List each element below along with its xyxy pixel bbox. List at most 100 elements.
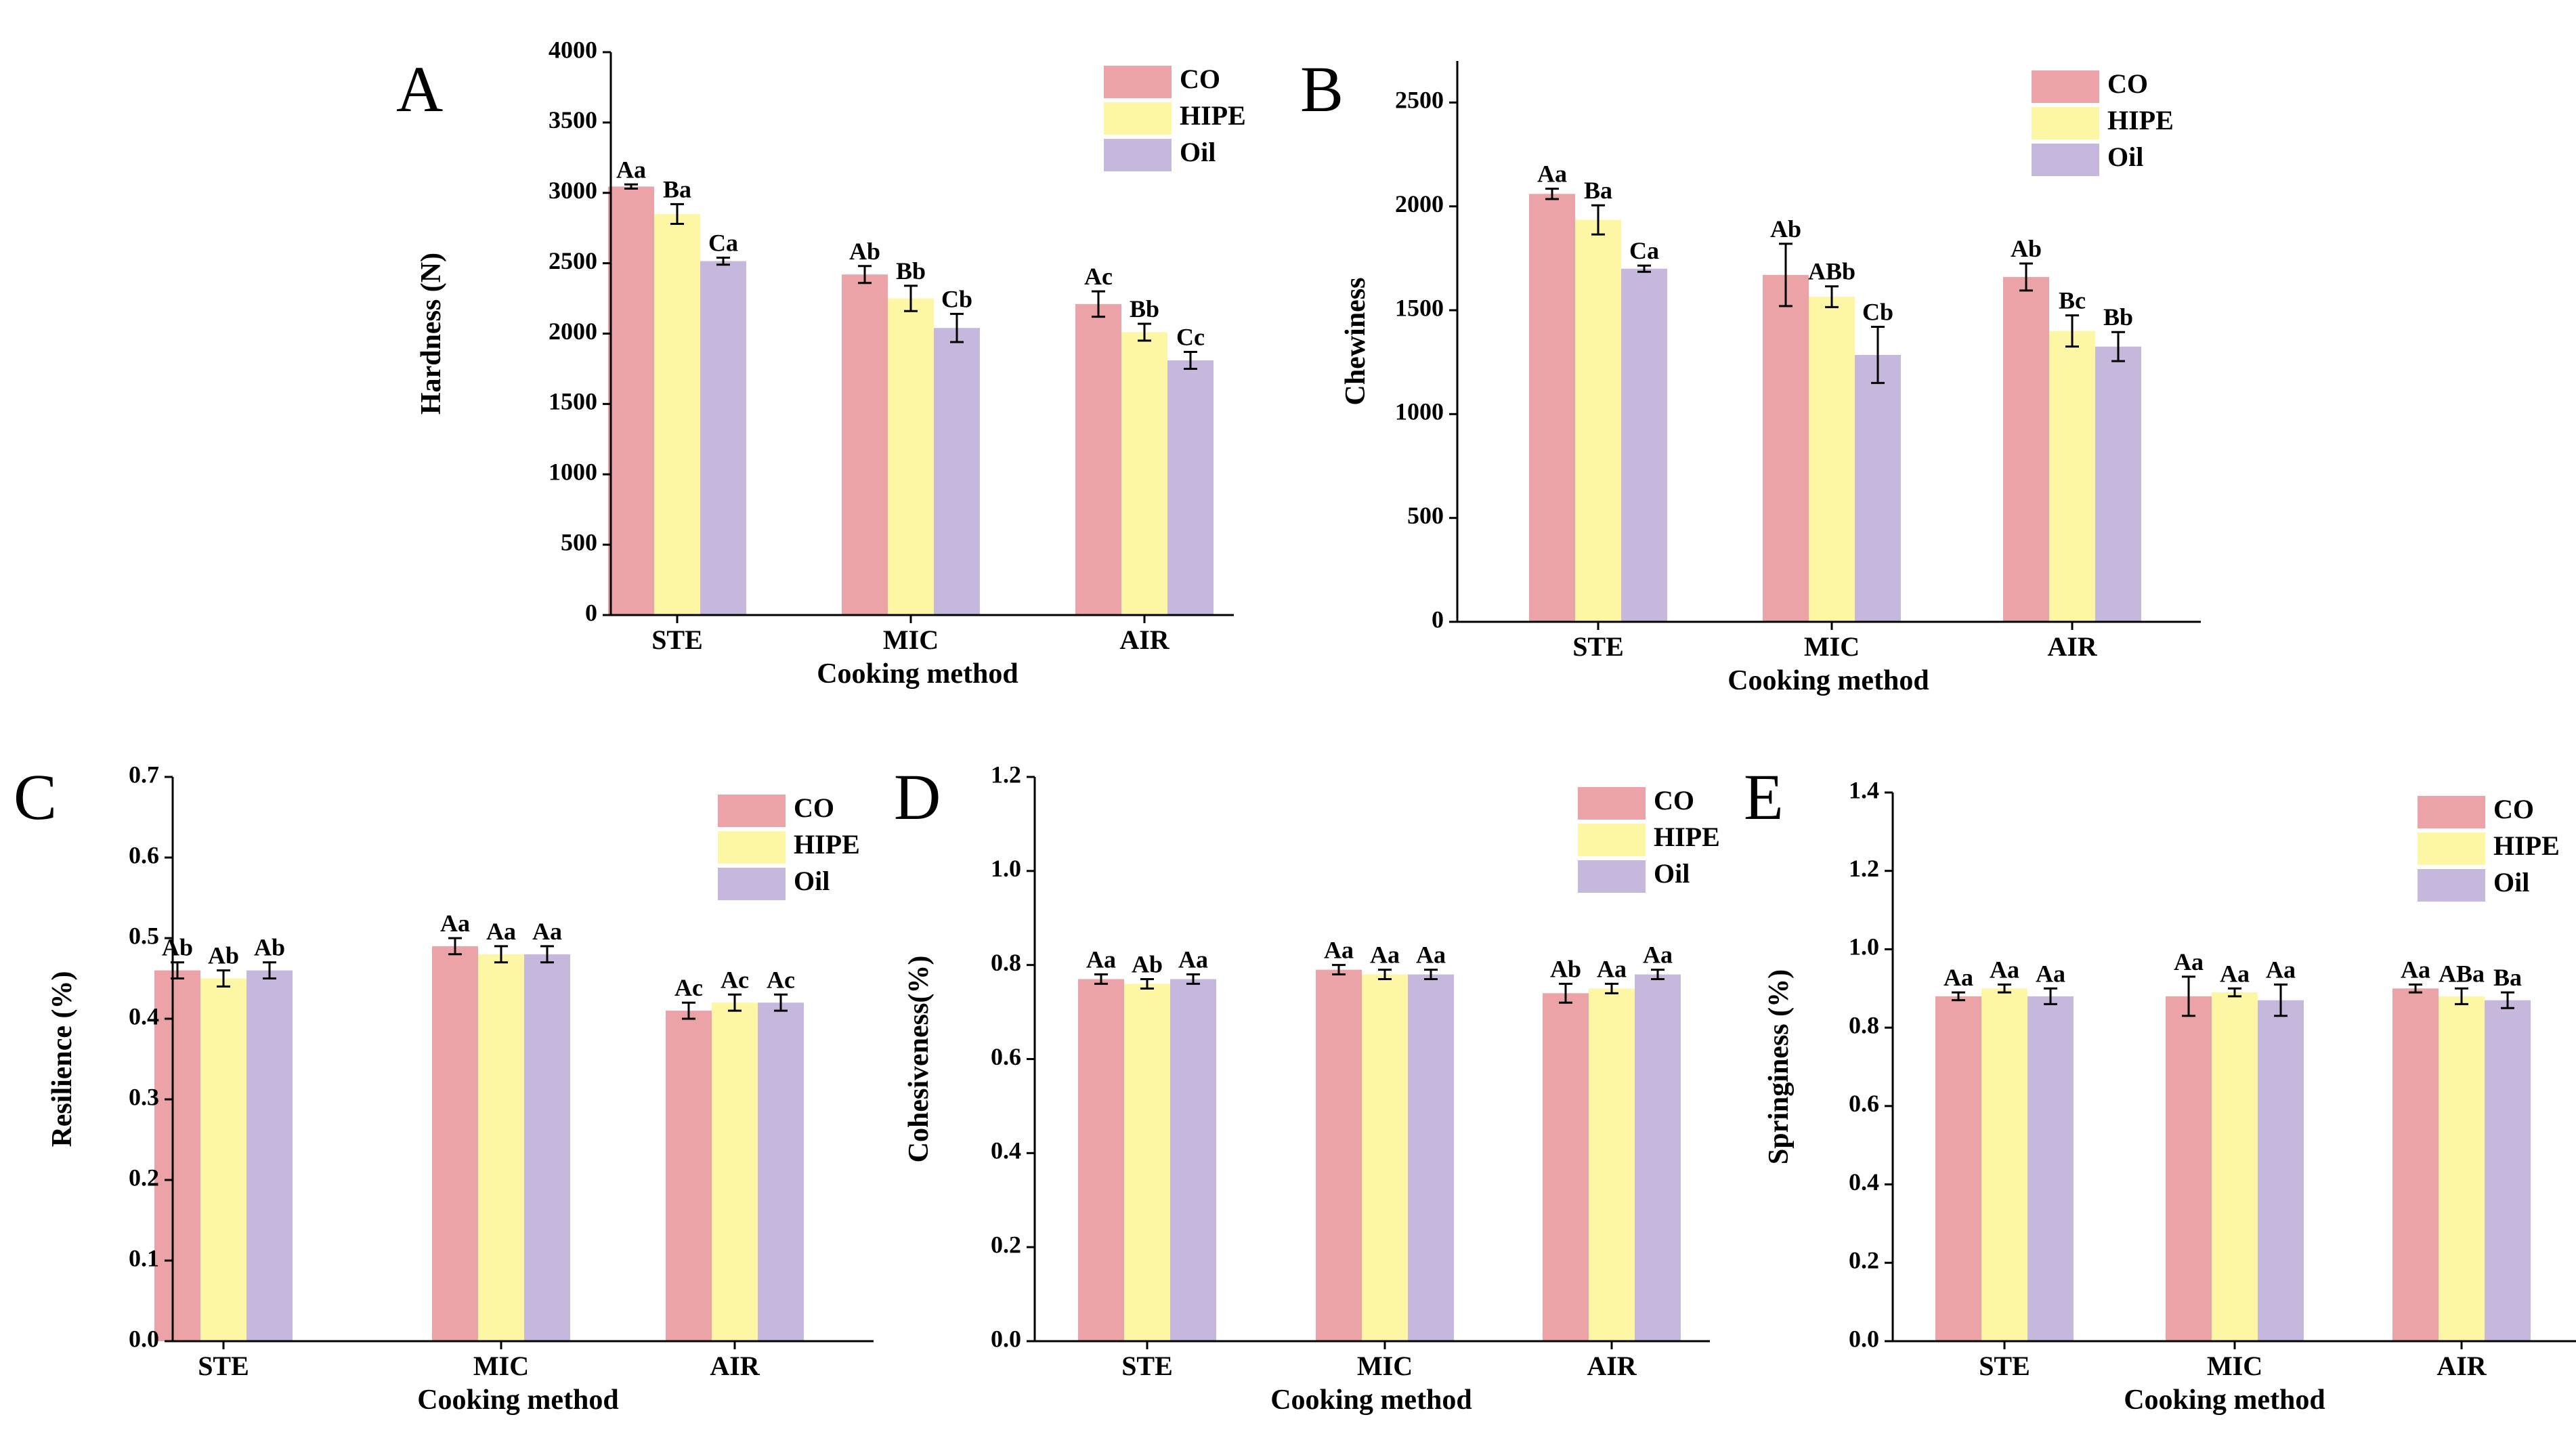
bar	[1543, 993, 1589, 1341]
bar	[1075, 303, 1121, 615]
y-tick-label: 0.5	[129, 922, 159, 949]
legend-swatch	[1578, 787, 1646, 820]
bar	[1855, 354, 1901, 622]
significance-label: Cb	[941, 285, 972, 312]
bar	[1529, 194, 1575, 622]
bar	[2212, 992, 2258, 1341]
y-tick-label: 0	[585, 599, 597, 626]
x-axis-title: Cooking method	[2124, 1385, 2325, 1416]
legend-swatch	[2032, 70, 2099, 103]
bar	[608, 186, 654, 615]
significance-label: Ab	[208, 942, 239, 969]
significance-label: Aa	[2036, 960, 2065, 987]
significance-label: Cc	[1176, 324, 1205, 351]
x-axis-title: Cooking method	[1727, 665, 1929, 696]
significance-label: Aa	[532, 918, 562, 945]
y-tick-label: 0.0	[991, 1325, 1021, 1352]
significance-label: ABa	[2439, 960, 2485, 987]
significance-label: Ac	[767, 966, 795, 993]
y-tick-label: 0.4	[991, 1137, 1021, 1164]
bar	[1935, 996, 1981, 1341]
legend-label: HIPE	[794, 829, 860, 860]
y-tick-label: 0.0	[129, 1325, 159, 1352]
y-tick-label: 2000	[1395, 190, 1444, 217]
x-tick-label: STE	[1572, 631, 1624, 662]
legend-label: HIPE	[2493, 830, 2560, 861]
significance-label: Aa	[1537, 161, 1567, 188]
x-axis-title: Cooking method	[1270, 1385, 1472, 1416]
y-axis-title: Chewiness	[1340, 277, 1371, 405]
bar	[888, 298, 934, 615]
x-tick-label: MIC	[1357, 1351, 1413, 1381]
significance-label: Ac	[1084, 263, 1113, 290]
bar	[2439, 996, 2485, 1341]
legend-label: CO	[2107, 68, 2148, 99]
y-tick-label: 1000	[549, 459, 597, 486]
x-axis-title: Cooking method	[817, 658, 1018, 690]
legend-label: HIPE	[1180, 100, 1246, 131]
y-tick-label: 0.2	[129, 1164, 159, 1191]
significance-label: Ba	[2493, 964, 2522, 991]
bar	[2095, 346, 2141, 622]
significance-label: Aa	[440, 910, 470, 937]
y-tick-label: 0.4	[129, 1002, 159, 1030]
legend-label: HIPE	[2107, 105, 2174, 135]
significance-label: Bb	[1130, 295, 1159, 322]
y-tick-label: 0.8	[1849, 1011, 1879, 1038]
significance-label: Ba	[663, 175, 691, 203]
bar	[1167, 360, 1214, 615]
significance-label: Aa	[1416, 942, 1446, 969]
legend-swatch	[2418, 796, 2485, 828]
panel-label: B	[1300, 53, 1344, 125]
y-tick-label: 0.4	[1849, 1168, 1879, 1196]
legend-swatch	[1578, 860, 1646, 893]
bar	[2258, 1000, 2304, 1341]
y-tick-label: 1.2	[991, 761, 1021, 788]
bar	[2027, 996, 2074, 1341]
significance-label: Aa	[1086, 946, 1116, 973]
legend-swatch	[1104, 66, 1172, 98]
bar	[666, 1011, 712, 1341]
legend-label: CO	[2493, 794, 2534, 824]
x-tick-label: MIC	[473, 1351, 529, 1381]
bar	[1981, 988, 2027, 1341]
x-tick-label: STE	[651, 625, 703, 655]
significance-label: Aa	[1324, 937, 1354, 964]
bar	[934, 328, 980, 615]
significance-label: Ac	[674, 974, 703, 1001]
y-tick-label: 1500	[549, 388, 597, 415]
x-tick-label: STE	[1979, 1351, 2030, 1381]
panel-label: D	[894, 761, 941, 833]
significance-label: Aa	[1178, 946, 1208, 973]
legend-label: Oil	[1654, 858, 1690, 889]
bar	[1121, 332, 1167, 615]
legend-swatch	[1104, 102, 1172, 135]
x-tick-label: MIC	[1804, 631, 1860, 662]
y-tick-label: 3500	[549, 106, 597, 133]
legend-label: Oil	[794, 866, 830, 896]
legend-swatch	[1578, 824, 1646, 856]
legend-label: Oil	[1180, 137, 1216, 167]
bar	[700, 261, 746, 615]
y-axis-title: Springiness (%)	[1763, 969, 1795, 1164]
significance-label: Bb	[896, 257, 926, 284]
y-tick-label: 0.7	[129, 761, 159, 788]
y-tick-label: 0.6	[129, 841, 159, 868]
bar	[200, 978, 246, 1341]
y-axis-title: Cohesiveness(%)	[903, 956, 935, 1163]
y-tick-label: 2500	[1395, 87, 1444, 114]
bar	[1408, 974, 1454, 1341]
x-tick-label: MIC	[883, 625, 939, 655]
significance-label: Aa	[2174, 948, 2204, 975]
y-tick-label: 0.1	[129, 1244, 159, 1271]
bar	[1362, 974, 1408, 1341]
chart-panel-d: D Aa Aa Ab Ab Aa Aa Aa Aa Aa 0.0 0.2 0.4 0.6 0.8 1.0 1.2…	[894, 761, 1720, 1416]
x-tick-label: MIC	[2207, 1351, 2262, 1381]
significance-label: Aa	[1990, 956, 2019, 984]
significance-label: Aa	[1643, 942, 1673, 969]
bar	[842, 274, 888, 615]
y-tick-label: 1000	[1395, 398, 1444, 425]
bar	[1316, 969, 1362, 1341]
chart-panel-b: B Aa Ab Ab Ba ABb Bc Ca Cb Bb 0 500 1000 1500 2000 2500…	[1300, 53, 2201, 696]
legend-label: Oil	[2493, 867, 2529, 898]
